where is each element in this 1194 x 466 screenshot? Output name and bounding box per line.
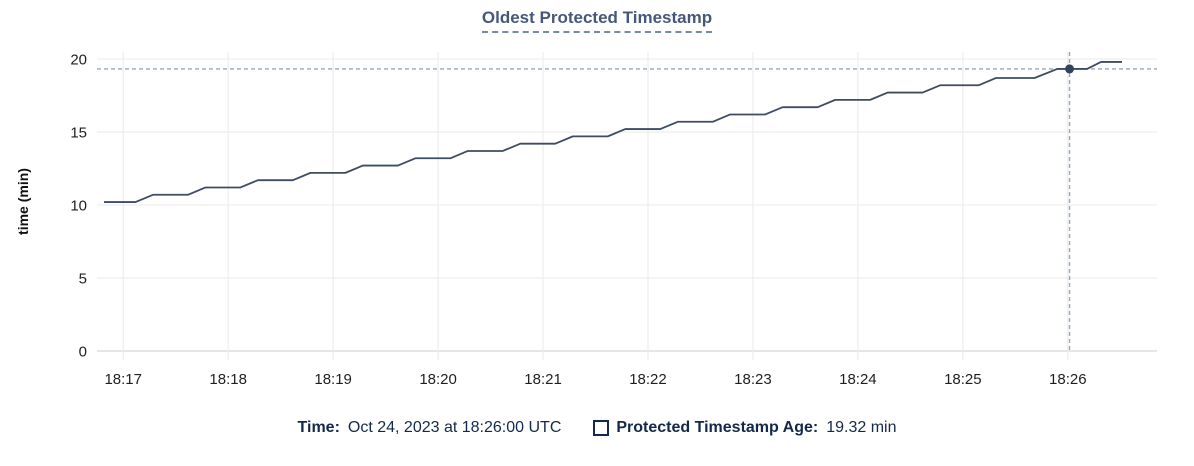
hover-marker-dot: [1065, 64, 1075, 74]
legend-time-group: Time: Oct 24, 2023 at 18:26:00 UTC: [298, 419, 562, 437]
x-tick-label: 18:20: [419, 371, 457, 388]
chart-title[interactable]: Oldest Protected Timestamp: [481, 8, 713, 33]
y-tick-label: 20: [70, 52, 87, 69]
x-tick-label: 18:21: [524, 371, 562, 388]
x-tick-label: 18:22: [629, 371, 667, 388]
y-axis-title: time (min): [15, 168, 31, 235]
chart-header: Oldest Protected Timestamp: [0, 8, 1194, 33]
legend-series-item[interactable]: Protected Timestamp Age: 19.32 min: [593, 419, 896, 437]
y-tick-label: 5: [79, 271, 87, 288]
y-tick-label: 10: [70, 198, 87, 215]
series-swatch-checkbox[interactable]: [593, 420, 610, 436]
x-tick-label: 18:24: [839, 371, 877, 388]
x-tick-label: 18:18: [209, 371, 247, 388]
timeseries-chart-plot[interactable]: 0 5 10 15 20 18:17 18:18 18:19 18:20 18:21 18:22 18…: [0, 0, 1194, 410]
y-tick-label: 15: [70, 125, 87, 142]
series-line: [103, 61, 1123, 203]
legend-time-label: Time:: [297, 419, 340, 436]
x-tick-label: 18:23: [734, 371, 772, 388]
legend-series-label: Protected Timestamp Age:: [616, 419, 819, 436]
legend-series-value: 19.32 min: [826, 419, 897, 436]
x-tick-label: 18:26: [1049, 371, 1087, 388]
y-tick-label: 0: [79, 344, 87, 361]
x-tick-label: 18:17: [104, 371, 142, 388]
x-tick-label: 18:25: [944, 371, 982, 388]
chart-legend: Time: Oct 24, 2023 at 18:26:00 UTC Prote…: [0, 419, 1194, 437]
x-tick-label: 18:19: [314, 371, 352, 388]
legend-time-value: Oct 24, 2023 at 18:26:00 UTC: [347, 419, 562, 436]
